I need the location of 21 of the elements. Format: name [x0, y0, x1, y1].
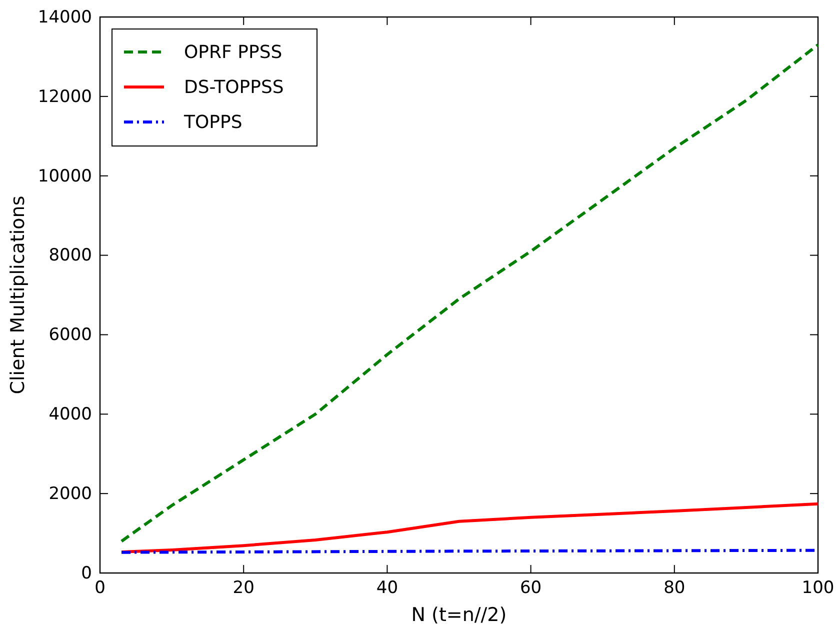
x-tick-label: 60	[520, 578, 542, 598]
line-series	[120, 502, 820, 554]
y-axis-title: Client Multiplications	[7, 196, 29, 394]
x-axis-title: N (t=n//2)	[411, 604, 507, 626]
y-tick-label: 10000	[38, 166, 92, 186]
y-tick-label: 14000	[38, 7, 92, 28]
y-tick-label: 2000	[48, 484, 92, 504]
x-tick-label: 40	[376, 578, 398, 598]
x-tick-label: 20	[232, 578, 254, 598]
y-tick-label: 12000	[38, 86, 92, 107]
legend-label: OPRF PPSS	[184, 42, 282, 63]
x-tick-label: 0	[94, 578, 106, 598]
x-tick-label: 80	[664, 578, 686, 598]
line-series	[120, 43, 820, 543]
legend-label: TOPPS	[183, 112, 242, 133]
y-tick-label: 4000	[48, 404, 92, 425]
y-tick-label: 6000	[48, 325, 92, 346]
legend-label: DS-TOPPSS	[184, 77, 284, 98]
x-tick-label: 100	[802, 578, 834, 598]
y-tick-label: 0	[81, 563, 92, 584]
y-tick-label: 8000	[48, 246, 92, 266]
